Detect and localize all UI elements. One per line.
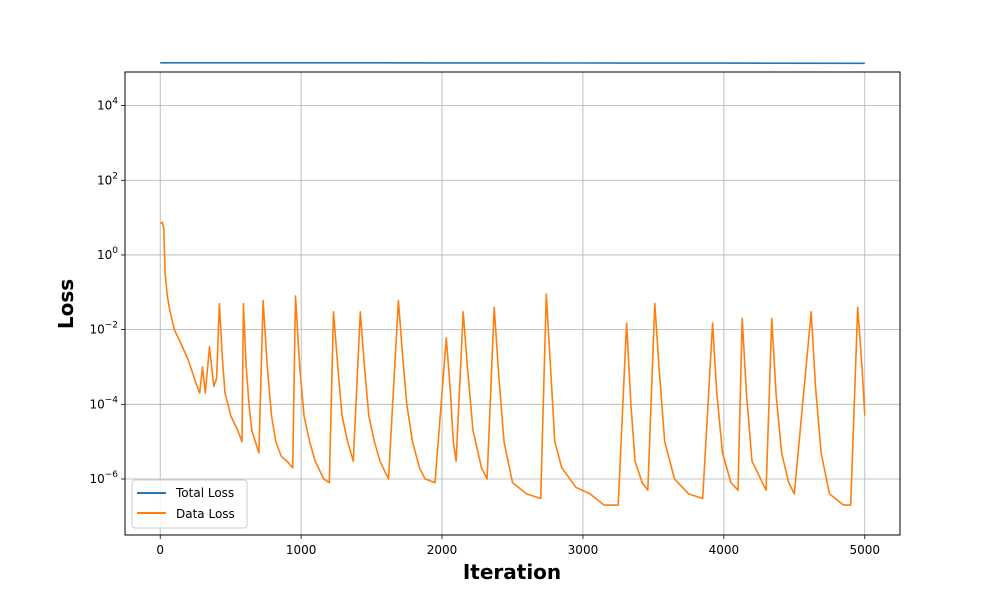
x-tick-label: 5000 [849,543,880,557]
y-tick-exponent: −4 [105,395,119,405]
y-axis-title: Loss [54,279,78,329]
y-tick-exponent: 2 [112,171,118,181]
y-tick-label: 100 [97,246,118,262]
x-axis-ticks: 0 1000 2000 3000 4000 5000 [156,535,880,557]
grid [125,72,900,535]
x-tick-label: 3000 [568,543,599,557]
series-line-total-loss [160,62,865,65]
y-tick-base: 10 [97,173,112,187]
series-line-data-loss [159,221,866,506]
y-tick-label: 102 [97,171,118,187]
x-axis-title: Iteration [463,560,561,584]
x-tick-label: 0 [156,543,164,557]
x-tick-label: 1000 [286,543,317,557]
y-tick-label: 104 [97,97,118,113]
axes-frame [124,71,901,536]
y-tick-base: 10 [89,323,104,337]
series-lines [159,62,866,506]
y-tick-base: 10 [89,472,104,486]
x-tick-label: 2000 [427,543,458,557]
legend-label-total-loss: Total Loss [175,486,234,500]
y-tick-label: 10−2 [89,321,118,337]
plot-area [125,72,900,535]
y-tick-base: 10 [97,248,112,262]
y-tick-label: 10−4 [89,395,118,411]
y-tick-exponent: −2 [105,321,118,331]
y-tick-exponent: 0 [112,246,118,256]
y-tick-base: 10 [89,397,104,411]
legend: Total Loss Data Loss [131,479,248,529]
y-tick-exponent: 4 [112,97,118,107]
x-tick-label: 4000 [709,543,740,557]
y-tick-label: 10−6 [89,470,118,486]
legend-label-data-loss: Data Loss [176,507,235,521]
y-tick-base: 10 [97,99,112,113]
y-tick-exponent: −6 [105,470,119,480]
